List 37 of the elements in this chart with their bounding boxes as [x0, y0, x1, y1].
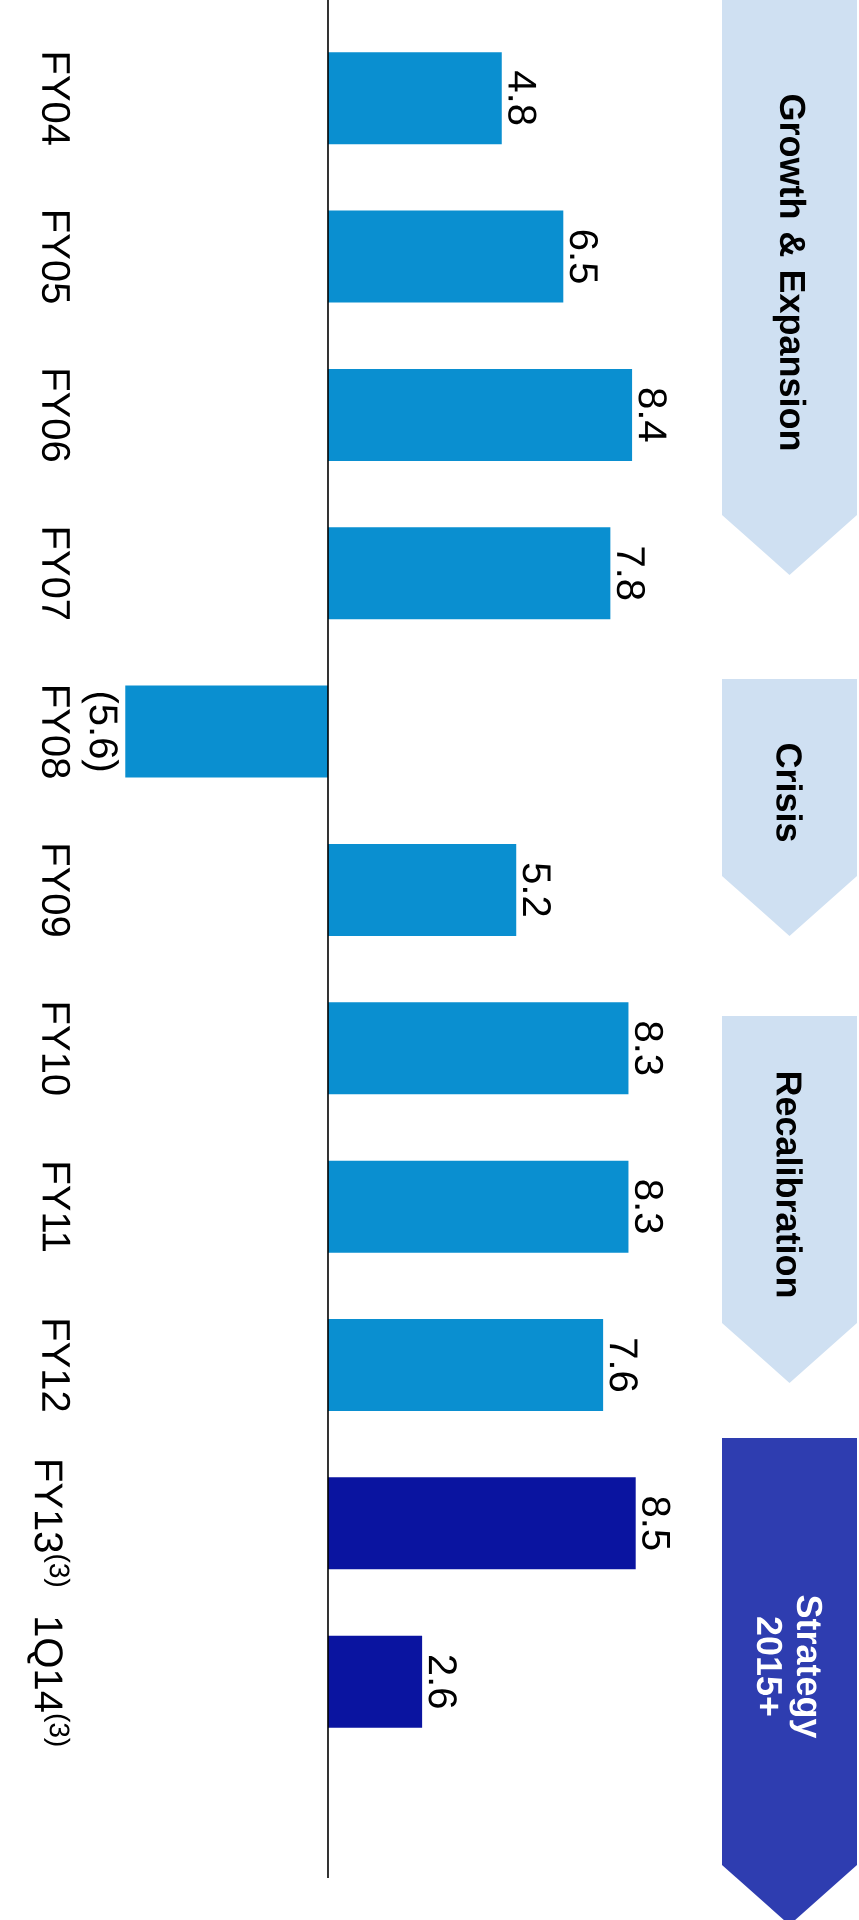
- text: Recalibration: [776, 1072, 803, 1297]
- y-tick-label: FY13$^{(3)}$: [34, 1461, 71, 1587]
- y-tick-label: FY09: [41, 845, 71, 936]
- data-label: 6.5: [569, 230, 599, 283]
- data-label: 8.4: [638, 388, 667, 442]
- data-label: 2.6: [428, 1655, 457, 1708]
- bar: [328, 1318, 604, 1411]
- text: Strategy 2015+: [756, 1595, 823, 1739]
- bar: [125, 685, 328, 778]
- y-tick-label: FY12: [42, 1320, 71, 1411]
- y-tick-label: FY10: [41, 1003, 71, 1095]
- data-label: 8.3: [634, 1180, 664, 1233]
- bar: [328, 527, 611, 620]
- y-tick-label: FY04: [41, 53, 71, 145]
- bar: [328, 1160, 629, 1253]
- bar: [328, 368, 633, 461]
- y-tick-label: FY06: [41, 370, 71, 461]
- bar: [328, 1635, 423, 1728]
- data-label: 5.2: [522, 863, 551, 916]
- data-label: 7.6: [609, 1339, 638, 1392]
- y-tick-label: FY11: [42, 1163, 71, 1252]
- y-tick-label: FY07: [41, 528, 71, 620]
- text: Crisis: [776, 743, 803, 842]
- bar: [328, 1002, 629, 1095]
- bar: [328, 210, 564, 303]
- bar: [328, 1477, 636, 1570]
- y-tick-label: FY08: [41, 687, 71, 778]
- y-tick-label: FY05: [41, 212, 71, 303]
- text: Growth & Expansion: [772, 94, 807, 450]
- bar: [328, 843, 517, 936]
- data-label: (5.6): [81, 692, 119, 771]
- data-label: 4.8: [508, 71, 537, 125]
- data-label: 7.8: [616, 547, 646, 600]
- y-tick-label: 1Q14$^{(3)}$: [27, 1618, 71, 1746]
- data-label: 8.5: [642, 1497, 671, 1550]
- data-label: 8.3: [634, 1022, 664, 1075]
- bar: [328, 52, 502, 145]
